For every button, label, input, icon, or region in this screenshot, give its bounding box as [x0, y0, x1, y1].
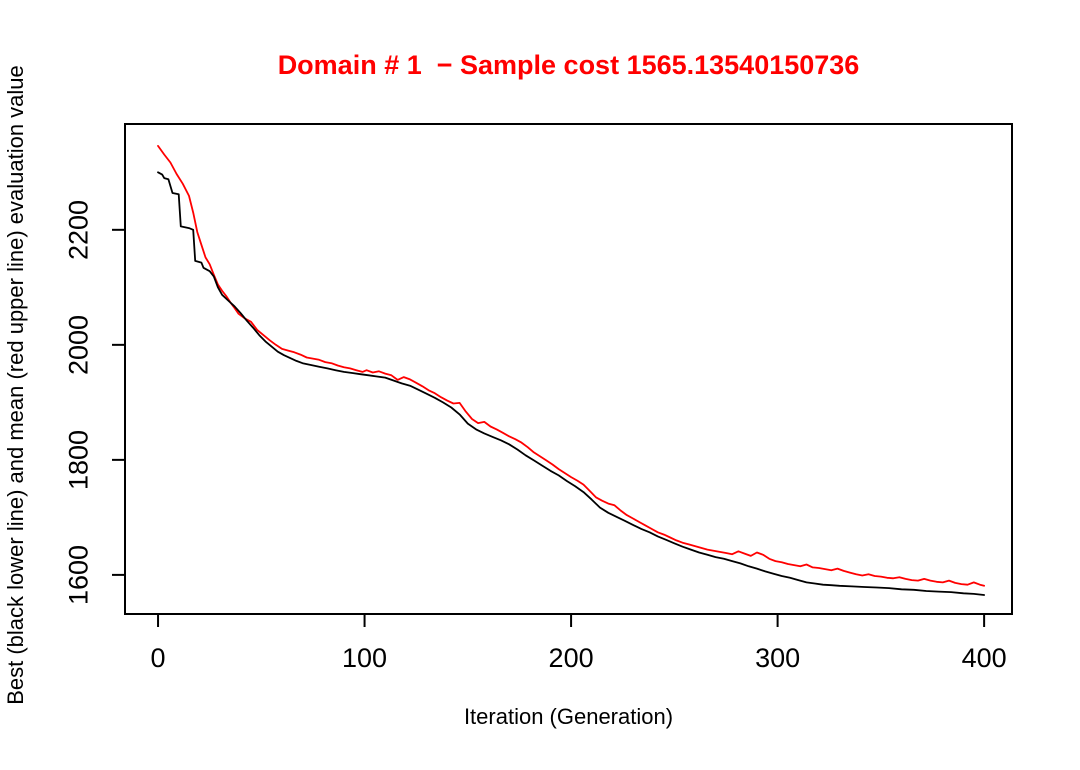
y-tick-label-1800: 1800 — [63, 429, 94, 490]
y-axis-label: Best (black lower line) and mean (red up… — [3, 65, 28, 705]
mean-line — [157, 144, 985, 587]
y-tick-label-2000: 2000 — [63, 314, 94, 375]
best-line — [157, 171, 985, 596]
x-tick-label-300: 300 — [755, 643, 801, 673]
plot-frame — [124, 123, 1013, 615]
x-tick-label-400: 400 — [961, 643, 1007, 673]
x-tick-label-100: 100 — [342, 643, 388, 673]
x-tick-label-0: 0 — [150, 643, 166, 673]
chart-title: Domain # 1 − Sample cost 1565.1354015073… — [277, 50, 860, 80]
y-tick-label-2200: 2200 — [63, 199, 94, 260]
x-axis-label: Iteration (Generation) — [463, 704, 674, 729]
x-tick-label-200: 200 — [548, 643, 594, 673]
y-tick-label-1600: 1600 — [63, 544, 94, 605]
